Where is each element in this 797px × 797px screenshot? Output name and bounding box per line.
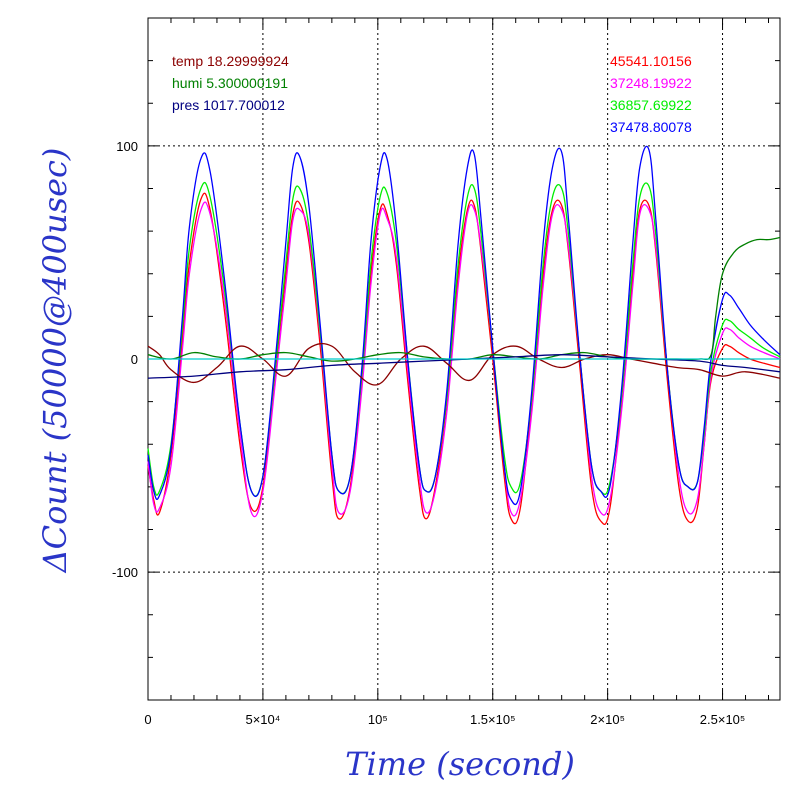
legend-right-entry: 37478.80078 <box>610 119 692 135</box>
series-group <box>147 145 781 525</box>
series-line <box>147 354 781 379</box>
series-line <box>147 192 781 525</box>
x-tick-label: 5×10⁴ <box>245 712 280 727</box>
series-line <box>147 342 781 386</box>
ticks: 0 5×10⁴ 10⁵ 1.5×10⁵ 2×10⁵ 2.5×10⁵ 100 0 -100 <box>112 18 780 727</box>
legend-left-entry: humi 5.300000191 <box>172 75 288 91</box>
series-line <box>147 236 781 362</box>
legend-left-entry: pres 1017.700012 <box>172 97 285 113</box>
x-tick-label: 2.5×10⁵ <box>700 712 746 727</box>
x-tick-label: 0 <box>144 712 151 727</box>
x-tick-label: 1.5×10⁵ <box>470 712 516 727</box>
series-line <box>147 145 781 506</box>
y-tick-label: 0 <box>131 352 138 367</box>
y-axis-title: ΔCount (50000@400usec) <box>36 148 74 575</box>
legend-right-entry: 36857.69922 <box>610 97 692 113</box>
y-tick-label: 100 <box>116 139 138 154</box>
x-axis-title: Time (second) <box>345 745 575 783</box>
x-tick-label: 10⁵ <box>368 712 388 727</box>
legend-right-entry: 37248.19922 <box>610 75 692 91</box>
x-tick-label: 2×10⁵ <box>590 712 625 727</box>
legend-right-entry: 45541.10156 <box>610 53 692 69</box>
legend: temp 18.29999924 humi 5.300000191 pres 101… <box>172 53 692 135</box>
y-tick-label: -100 <box>112 565 138 580</box>
legend-left-entry: temp 18.29999924 <box>172 53 289 69</box>
